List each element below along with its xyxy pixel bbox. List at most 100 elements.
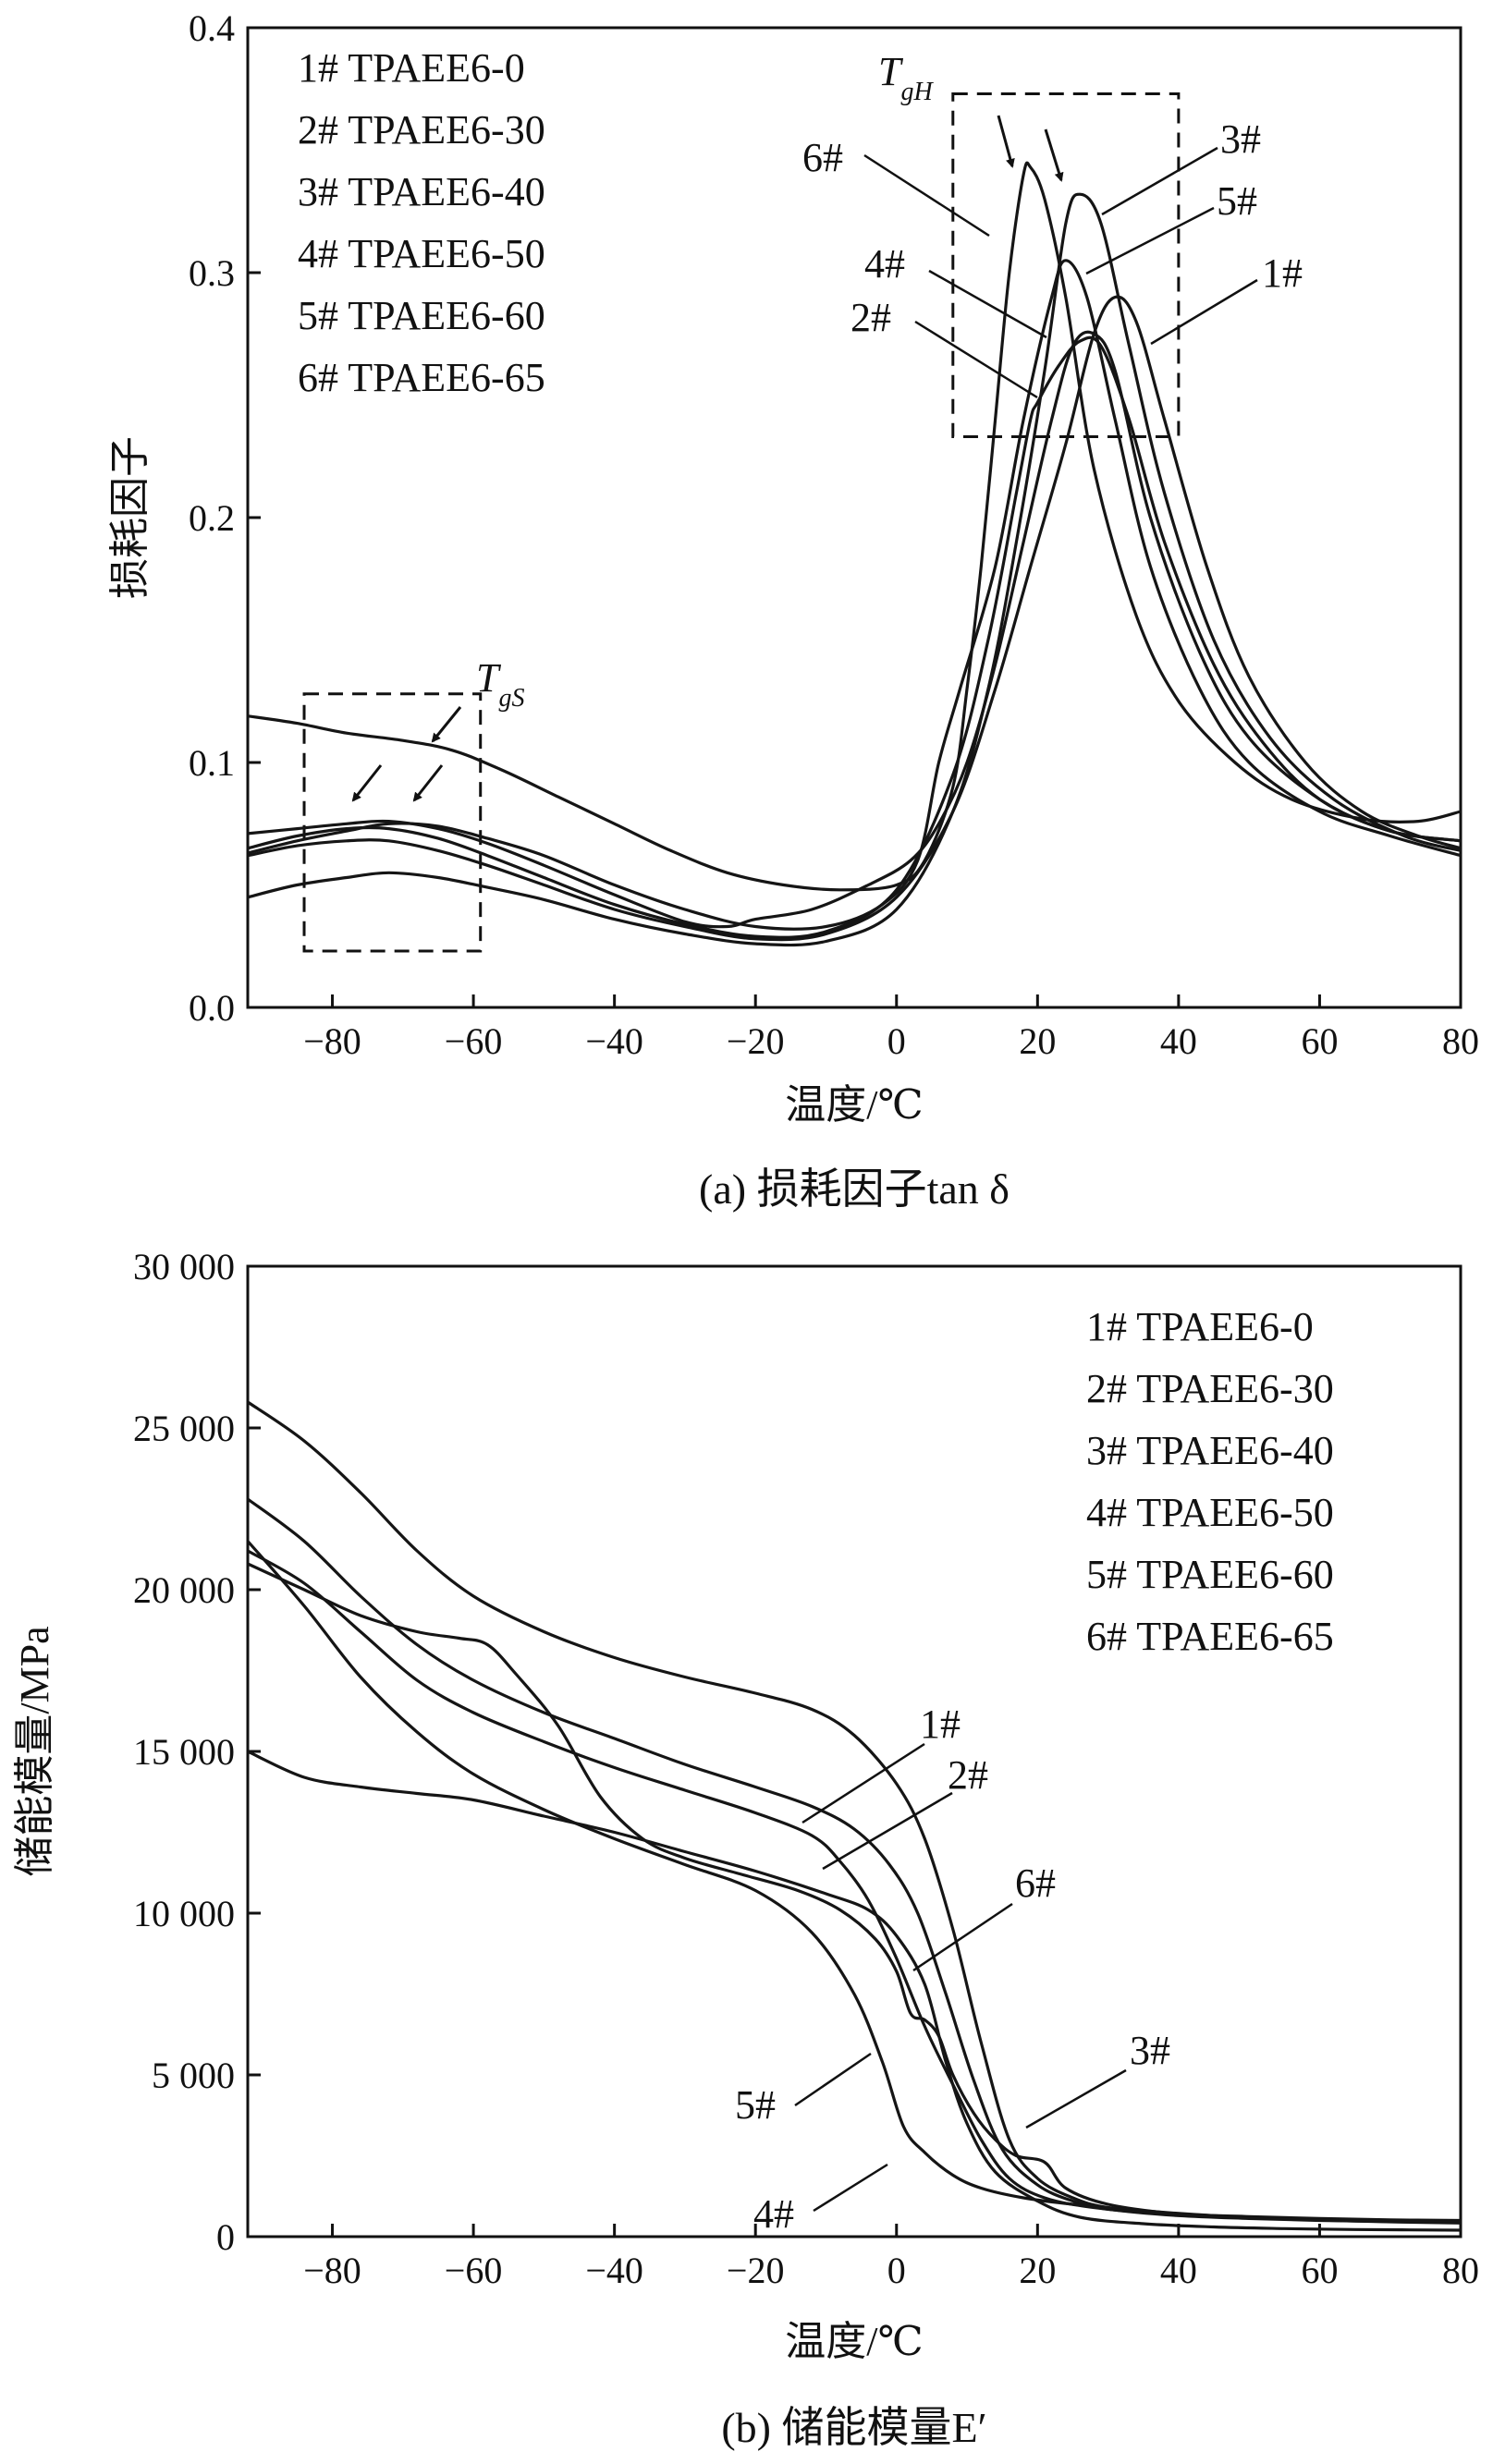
ytick-label-a-0: 0.0 [189, 987, 235, 1029]
tgs-annotation: TgS [351, 655, 524, 802]
series-line-a-2 [247, 335, 1462, 939]
ytick-label-b-0: 0 [216, 2216, 235, 2258]
chart-a-legend: 1# TPAEE6-0 2# TPAEE6-30 3# TPAEE6-40 4#… [298, 45, 545, 400]
tgh-annotation: TgH [878, 49, 1064, 182]
chart-b: −80 −60 −40 −20 0 20 40 60 80 0 5 000 10 000 15 000 2… [12, 1246, 1479, 2451]
legend-a-entry-5: 5# TPAEE6-60 [298, 293, 545, 338]
chart-a-ticks: −80 −60 −40 −20 0 20 40 60 80 0.0 0.1 0.2 0.3 0.4 [189, 7, 1479, 1062]
xtick-label-a-6: 40 [1160, 1020, 1197, 1062]
curve-label-b-2: 2# [948, 1752, 988, 1798]
xtick-label-b-1: −60 [445, 2250, 503, 2291]
leader-a-1 [1150, 278, 1258, 346]
ytick-label-b-5: 25 000 [133, 1408, 235, 1449]
xtick-label-a-1: −60 [445, 1020, 503, 1062]
chart-b-plot-frame [246, 1264, 1462, 2238]
legend-b-entry-1: 1# TPAEE6-0 [1086, 1304, 1314, 1349]
chart-a-xlabel: 温度/℃ [785, 1082, 923, 1128]
leader-a-2 [914, 320, 1038, 399]
chart-a-caption: (a) 损耗因子tan δ [699, 1165, 1010, 1213]
ytick-label-b-3: 15 000 [133, 1731, 235, 1773]
leader-b-1 [802, 1742, 925, 1824]
xtick-label-b-0: −80 [303, 2250, 361, 2291]
xtick-label-b-4: 0 [887, 2250, 906, 2291]
series-line-a-4 [247, 259, 1462, 931]
chart-b-caption: (b) 储能模量E′ [721, 2404, 986, 2451]
curve-label-b-6: 6# [1015, 1860, 1056, 1906]
curve-label-b-4: 4# [753, 2191, 794, 2237]
xtick-label-a-2: −40 [585, 1020, 643, 1062]
xtick-label-a-4: 0 [887, 1020, 906, 1062]
xtick-label-a-3: −20 [727, 1020, 785, 1062]
legend-a-entry-6: 6# TPAEE6-65 [298, 355, 545, 400]
leader-b-6 [912, 1902, 1013, 1972]
legend-b-entry-6: 6# TPAEE6-65 [1086, 1614, 1334, 1659]
ytick-label-a-3: 0.3 [189, 252, 235, 294]
chart-b-ylabel: 储能模量/MPa [12, 1626, 57, 1876]
xtick-label-b-7: 60 [1301, 2250, 1338, 2291]
ytick-label-a-2: 0.2 [189, 497, 235, 539]
series-line-a-6 [247, 161, 1462, 892]
chart-a: −80 −60 −40 −20 0 20 40 60 80 0.0 0.1 0.2 0.3 0.4 损耗因… [107, 7, 1479, 1213]
curve-label-b-3: 3# [1130, 2028, 1170, 2073]
chart-a-curve-labels: 6# 3# 5# 4# 2# 1# [802, 116, 1303, 399]
curve-label-a-1: 1# [1262, 250, 1303, 296]
curve-label-b-1: 1# [920, 1702, 961, 1747]
xtick-label-b-2: −40 [585, 2250, 643, 2291]
xtick-label-a-7: 60 [1301, 1020, 1338, 1062]
curve-label-a-3: 3# [1220, 116, 1261, 162]
ytick-label-b-2: 10 000 [133, 1893, 235, 1934]
ytick-label-a-4: 0.4 [189, 7, 235, 49]
leader-a-4 [928, 269, 1047, 339]
tgh-region-box [951, 92, 1181, 439]
curve-label-a-2: 2# [851, 295, 891, 340]
series-line-b-3 [247, 1562, 1462, 2224]
xtick-label-b-6: 40 [1160, 2250, 1197, 2291]
chart-b-ticks: −80 −60 −40 −20 0 20 40 60 80 0 5 000 10 000 15 000 2… [133, 1246, 1479, 2291]
series-line-a-5 [247, 330, 1462, 929]
series-line-a-3 [247, 192, 1462, 947]
series-line-a-1 [247, 295, 1462, 942]
leader-a-5 [1085, 206, 1215, 275]
tgh-label: TgH [878, 49, 934, 106]
xtick-label-b-8: 80 [1442, 2250, 1479, 2291]
ytick-label-b-4: 20 000 [133, 1569, 235, 1611]
leader-a-6 [863, 153, 990, 238]
curve-label-a-4: 4# [864, 241, 905, 287]
curve-label-a-6: 6# [802, 135, 843, 180]
legend-b-entry-4: 4# TPAEE6-50 [1086, 1490, 1334, 1535]
chart-b-curve-labels: 1# 2# 6# 3# 5# 4# [735, 1702, 1170, 2237]
tgs-arrow-1 [431, 706, 462, 743]
leader-b-3 [1025, 2068, 1127, 2129]
ytick-label-b-6: 30 000 [133, 1246, 235, 1287]
leader-b-2 [822, 1791, 953, 1871]
tgs-arrow-2 [351, 764, 383, 802]
series-line-b-5 [247, 1549, 1462, 2224]
legend-b-entry-5: 5# TPAEE6-60 [1086, 1552, 1334, 1597]
tgs-arrow-3 [412, 764, 444, 802]
curve-label-a-5: 5# [1217, 178, 1257, 224]
legend-a-entry-4: 4# TPAEE6-50 [298, 231, 545, 276]
tgs-label: TgS [476, 655, 524, 713]
tgh-arrow-right [1044, 128, 1064, 182]
chart-a-series [247, 161, 1462, 947]
ytick-label-a-1: 0.1 [189, 742, 235, 784]
ytick-label-b-1: 5 000 [152, 2055, 235, 2096]
series-line-b-4 [246, 1540, 1462, 2225]
tgh-arrow-left [997, 115, 1015, 168]
chart-b-legend: 1# TPAEE6-0 2# TPAEE6-30 3# TPAEE6-40 4#… [1086, 1304, 1334, 1659]
xtick-label-a-0: −80 [303, 1020, 361, 1062]
curve-label-b-5: 5# [735, 2082, 776, 2128]
leader-a-3 [1101, 146, 1218, 216]
legend-a-entry-3: 3# TPAEE6-40 [298, 169, 545, 214]
legend-b-entry-3: 3# TPAEE6-40 [1086, 1428, 1334, 1473]
leader-b-4 [813, 2163, 888, 2213]
chart-b-xlabel: 温度/℃ [785, 2319, 923, 2364]
xtick-label-a-8: 80 [1442, 1020, 1479, 1062]
xtick-label-a-5: 20 [1019, 1020, 1056, 1062]
series-line-b-2 [247, 1497, 1462, 2224]
legend-a-entry-2: 2# TPAEE6-30 [298, 107, 545, 152]
legend-a-entry-1: 1# TPAEE6-0 [298, 45, 525, 91]
xtick-label-b-5: 20 [1019, 2250, 1056, 2291]
series-line-b-6 [247, 1750, 1462, 2232]
